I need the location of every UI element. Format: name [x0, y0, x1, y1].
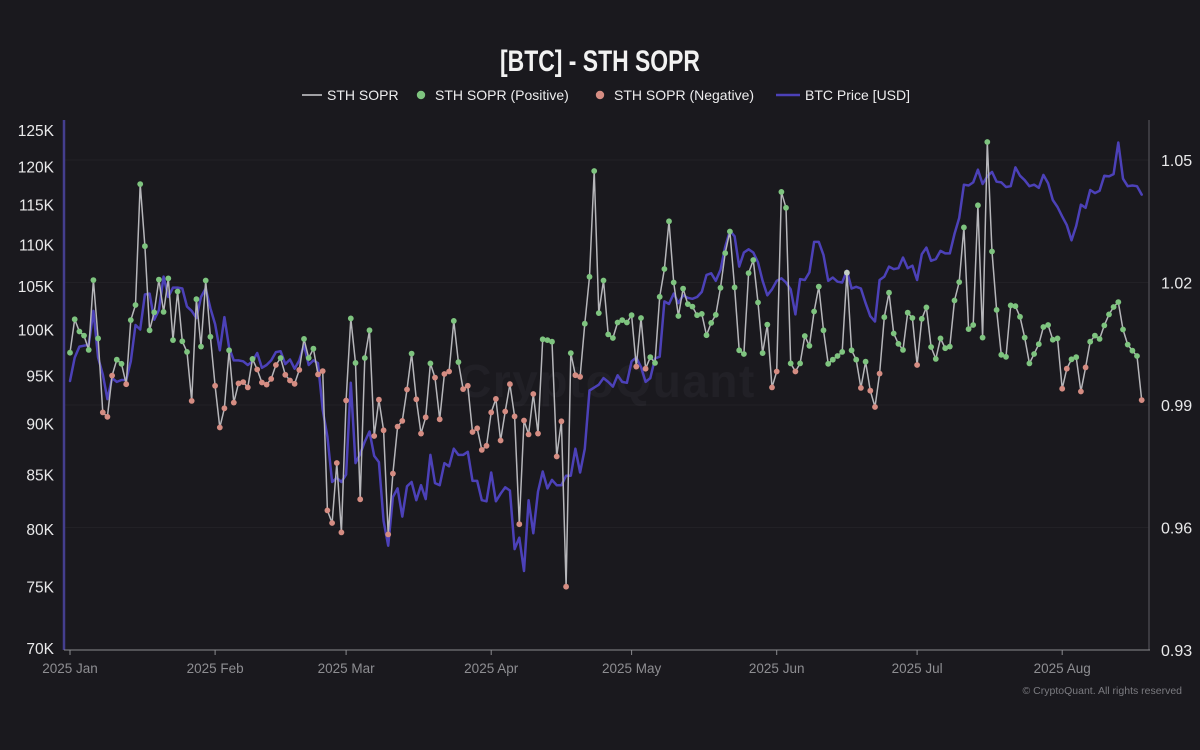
svg-text:2025 Apr: 2025 Apr — [464, 661, 519, 676]
svg-text:90K: 90K — [26, 417, 54, 434]
svg-text:85K: 85K — [26, 468, 54, 485]
svg-text:STH SOPR (Positive): STH SOPR (Positive) — [435, 87, 569, 103]
svg-text:2025 Jan: 2025 Jan — [42, 661, 98, 676]
svg-text:BTC Price [USD]: BTC Price [USD] — [805, 87, 910, 103]
svg-text:1.02: 1.02 — [1161, 276, 1192, 293]
svg-text:0.93: 0.93 — [1161, 643, 1192, 660]
svg-text:120K: 120K — [18, 160, 55, 177]
svg-text:80K: 80K — [26, 522, 54, 539]
svg-text:STH SOPR (Negative): STH SOPR (Negative) — [614, 87, 754, 103]
svg-text:75K: 75K — [26, 579, 54, 596]
svg-text:95K: 95K — [26, 368, 54, 385]
svg-text:100K: 100K — [18, 323, 55, 340]
svg-text:2025 Aug: 2025 Aug — [1034, 661, 1091, 676]
svg-text:© CryptoQuant. All rights rese: © CryptoQuant. All rights reserved — [1023, 685, 1183, 697]
svg-text:2025 May: 2025 May — [602, 661, 662, 676]
svg-text:115K: 115K — [19, 198, 55, 215]
svg-text:70K: 70K — [26, 641, 54, 658]
svg-text:0.99: 0.99 — [1161, 398, 1192, 415]
svg-text:2025 Feb: 2025 Feb — [187, 661, 244, 676]
svg-text:STH SOPR: STH SOPR — [327, 87, 399, 103]
svg-text:2025 Mar: 2025 Mar — [318, 661, 376, 676]
svg-text:125K: 125K — [18, 123, 55, 140]
svg-text:105K: 105K — [18, 279, 55, 296]
svg-text:1.05: 1.05 — [1161, 153, 1192, 170]
svg-text:110K: 110K — [19, 237, 55, 254]
svg-text:[BTC] - STH SOPR: [BTC] - STH SOPR — [500, 45, 700, 78]
svg-text:2025 Jun: 2025 Jun — [749, 661, 805, 676]
svg-text:2025 Jul: 2025 Jul — [892, 661, 943, 676]
svg-text:0.96: 0.96 — [1161, 521, 1192, 538]
